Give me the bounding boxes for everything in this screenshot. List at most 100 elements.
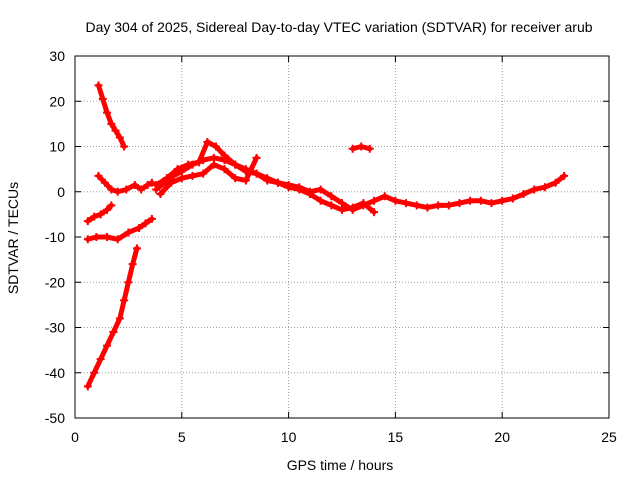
data-series	[83, 81, 569, 391]
data-point	[423, 203, 432, 212]
data-point	[316, 185, 325, 194]
data-point	[348, 203, 357, 212]
data-point	[194, 158, 203, 167]
x-axis-label: GPS time / hours	[287, 457, 394, 473]
data-point	[135, 223, 144, 232]
data-point	[143, 180, 152, 189]
series-arc-4	[83, 214, 156, 244]
data-point	[147, 178, 156, 187]
data-point	[113, 187, 122, 196]
y-tick-label: -40	[45, 365, 65, 381]
data-point	[156, 190, 165, 199]
data-point	[209, 160, 218, 169]
data-point	[203, 137, 212, 146]
series-trace	[153, 139, 377, 215]
data-point	[103, 233, 112, 241]
y-tick-label: -50	[45, 410, 65, 426]
y-tick-label: -20	[45, 274, 65, 290]
data-point	[530, 185, 539, 194]
data-point	[357, 142, 366, 151]
x-tick-label: 5	[178, 429, 186, 445]
data-point	[147, 214, 156, 223]
data-point	[177, 174, 186, 183]
data-point	[231, 160, 240, 169]
data-point	[94, 171, 103, 180]
data-point	[124, 278, 133, 287]
data-point	[98, 94, 107, 103]
data-point	[476, 196, 485, 205]
data-point	[100, 178, 109, 187]
data-point	[327, 192, 336, 201]
data-point	[295, 185, 304, 194]
data-point	[132, 244, 141, 253]
data-point	[109, 328, 118, 337]
data-point	[519, 190, 528, 199]
y-tick-label: 0	[57, 184, 65, 200]
data-point	[173, 165, 182, 174]
x-tick-label: 10	[281, 429, 297, 445]
series-arc-7	[152, 137, 379, 217]
data-point	[211, 142, 220, 151]
data-point	[305, 190, 314, 199]
series-arc-8	[156, 153, 261, 199]
data-point	[167, 178, 176, 187]
data-point	[391, 196, 400, 205]
data-point	[508, 194, 517, 203]
data-point	[380, 192, 389, 201]
data-point	[434, 201, 443, 210]
y-tick-label: -30	[45, 320, 65, 336]
data-point	[370, 208, 379, 217]
data-point	[455, 199, 464, 208]
data-point	[284, 183, 293, 192]
data-point	[498, 196, 507, 205]
data-point	[107, 201, 116, 210]
data-point	[359, 199, 368, 208]
data-point	[487, 199, 496, 208]
data-point	[209, 153, 218, 162]
x-tick-label: 15	[388, 429, 404, 445]
data-point	[124, 228, 133, 237]
data-point	[83, 382, 92, 391]
data-point	[231, 174, 240, 183]
data-point	[560, 171, 569, 180]
data-point	[113, 235, 122, 244]
data-point	[184, 160, 193, 169]
data-point	[241, 176, 250, 185]
data-point	[402, 199, 411, 208]
series-arc-5	[83, 244, 141, 391]
data-point	[466, 196, 475, 205]
data-point	[444, 201, 453, 210]
data-point	[96, 355, 105, 364]
data-point	[115, 314, 124, 323]
data-point	[137, 185, 146, 194]
x-tick-label: 20	[494, 429, 510, 445]
x-tick-label: 25	[601, 429, 617, 445]
data-point	[412, 201, 421, 210]
data-point	[90, 368, 99, 377]
data-point	[83, 217, 92, 226]
data-point	[107, 119, 116, 128]
data-point	[90, 212, 99, 221]
data-point	[540, 183, 549, 192]
data-point	[252, 169, 261, 178]
y-tick-label: 10	[49, 139, 65, 155]
y-tick-label: -10	[45, 229, 65, 245]
data-point	[220, 165, 229, 174]
data-point	[94, 81, 103, 90]
data-point	[316, 196, 325, 205]
data-point	[199, 169, 208, 178]
data-point	[188, 171, 197, 180]
data-point	[103, 205, 112, 214]
data-point	[252, 153, 261, 162]
data-point	[141, 219, 150, 228]
data-point	[162, 174, 171, 183]
data-point	[103, 341, 112, 350]
series-trace	[85, 245, 140, 389]
data-point	[130, 180, 139, 189]
data-point	[107, 185, 116, 194]
data-point	[83, 235, 92, 244]
data-point	[115, 133, 124, 142]
series-trace	[157, 155, 260, 197]
data-point	[365, 144, 374, 153]
